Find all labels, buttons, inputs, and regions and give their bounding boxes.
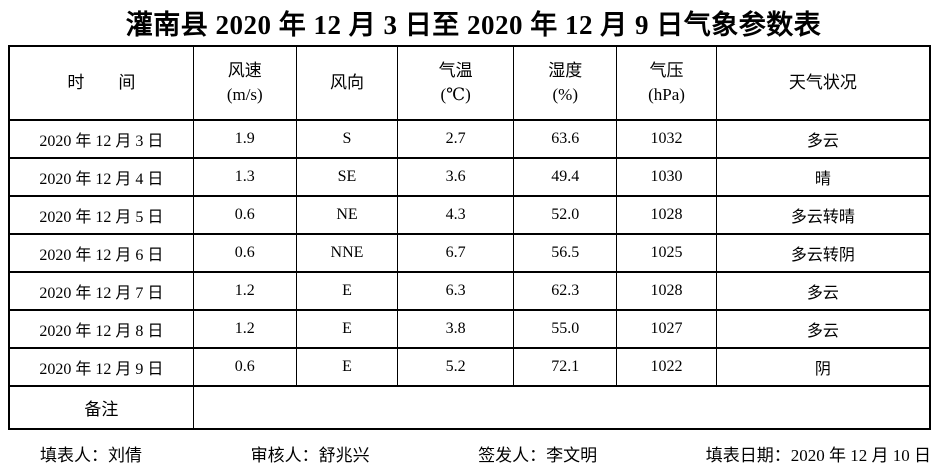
header-humidity: 湿度 (%) bbox=[513, 45, 618, 121]
cell-wind-direction: E bbox=[295, 309, 399, 349]
cell-temperature: 3.6 bbox=[397, 157, 515, 197]
cell-humidity: 55.0 bbox=[513, 309, 618, 349]
fill-date-value: 2020 年 12 月 10 日 bbox=[790, 446, 931, 465]
issuer: 签发人：李文明 bbox=[478, 441, 597, 466]
table-row: 2020 年 12 月 3 日 1.9 S 2.7 63.6 1032 多云 bbox=[8, 119, 931, 159]
cell-wind-direction: E bbox=[295, 347, 399, 387]
cell-temperature: 6.7 bbox=[397, 233, 515, 273]
cell-humidity: 56.5 bbox=[513, 233, 618, 273]
table-row: 2020 年 12 月 4 日 1.3 SE 3.6 49.4 1030 晴 bbox=[8, 157, 931, 197]
cell-temperature: 6.3 bbox=[397, 271, 515, 311]
header-wind-direction-label: 风向 bbox=[329, 73, 364, 92]
header-temperature: 气温 (℃) bbox=[397, 45, 515, 121]
cell-date: 2020 年 12 月 3 日 bbox=[8, 119, 194, 159]
header-weather-condition: 天气状况 bbox=[715, 45, 931, 121]
cell-temperature: 4.3 bbox=[397, 195, 515, 235]
cell-wind-speed: 1.3 bbox=[192, 157, 297, 197]
cell-wind-direction: E bbox=[295, 271, 399, 311]
header-pressure: 气压 (hPa) bbox=[616, 45, 717, 121]
fill-date-label: 填表日期： bbox=[705, 446, 791, 465]
cell-weather: 多云转阴 bbox=[715, 233, 931, 273]
remarks-label: 备注 bbox=[8, 385, 194, 430]
cell-wind-speed: 1.2 bbox=[192, 271, 297, 311]
page-title: 灌南县 2020 年 12 月 3 日至 2020 年 12 月 9 日气象参数… bbox=[125, 10, 822, 40]
header-weather-condition-label: 天气状况 bbox=[788, 73, 857, 92]
table-row: 2020 年 12 月 5 日 0.6 NE 4.3 52.0 1028 多云转… bbox=[8, 195, 931, 235]
header-temperature-label: 气温 bbox=[438, 61, 473, 80]
header-time: 时 间 bbox=[8, 45, 194, 121]
cell-wind-speed: 0.6 bbox=[192, 195, 297, 235]
cell-wind-speed: 1.9 bbox=[192, 119, 297, 159]
cell-humidity: 63.6 bbox=[513, 119, 618, 159]
cell-humidity: 49.4 bbox=[513, 157, 618, 197]
cell-wind-direction: NE bbox=[295, 195, 399, 235]
cell-temperature: 3.8 bbox=[397, 309, 515, 349]
cell-wind-direction: S bbox=[295, 119, 399, 159]
table-row: 2020 年 12 月 7 日 1.2 E 6.3 62.3 1028 多云 bbox=[8, 271, 931, 311]
cell-date: 2020 年 12 月 6 日 bbox=[8, 233, 194, 273]
table-row: 2020 年 12 月 8 日 1.2 E 3.8 55.0 1027 多云 bbox=[8, 309, 931, 349]
form-filler-value: 刘倩 bbox=[108, 446, 142, 465]
cell-date: 2020 年 12 月 5 日 bbox=[8, 195, 194, 235]
fill-date: 填表日期：2020 年 12 月 10 日 bbox=[706, 441, 931, 466]
header-wind-speed: 风速 (m/s) bbox=[192, 45, 297, 121]
header-humidity-unit: (%) bbox=[552, 85, 578, 104]
issuer-value: 李文明 bbox=[546, 446, 598, 465]
weather-parameters-table: 时 间 风速 (m/s) 风向 气温 (℃) 湿度 (%) bbox=[8, 45, 931, 430]
cell-wind-speed: 1.2 bbox=[192, 309, 297, 349]
header-temperature-unit: (℃) bbox=[440, 85, 471, 104]
header-pressure-label: 气压 bbox=[649, 61, 684, 80]
cell-pressure: 1028 bbox=[616, 271, 717, 311]
header-wind-speed-unit: (m/s) bbox=[226, 85, 263, 104]
signature-footer: 填表人：刘倩 审核人：舒兆兴 签发人：李文明 填表日期：2020 年 12 月 … bbox=[0, 430, 947, 466]
reviewer-value: 舒兆兴 bbox=[318, 446, 370, 465]
reviewer-label: 审核人： bbox=[250, 446, 319, 465]
cell-humidity: 52.0 bbox=[513, 195, 618, 235]
cell-date: 2020 年 12 月 4 日 bbox=[8, 157, 194, 197]
cell-humidity: 72.1 bbox=[513, 347, 618, 387]
remarks-value bbox=[192, 385, 931, 430]
form-filler-label: 填表人： bbox=[40, 446, 108, 465]
cell-wind-direction: NNE bbox=[295, 233, 399, 273]
cell-weather: 多云转晴 bbox=[715, 195, 931, 235]
cell-humidity: 62.3 bbox=[513, 271, 618, 311]
cell-date: 2020 年 12 月 8 日 bbox=[8, 309, 194, 349]
cell-temperature: 5.2 bbox=[397, 347, 515, 387]
cell-weather: 阴 bbox=[715, 347, 931, 387]
issuer-label: 签发人： bbox=[478, 446, 547, 465]
remarks-row: 备注 bbox=[8, 385, 931, 430]
table-row: 2020 年 12 月 6 日 0.6 NNE 6.7 56.5 1025 多云… bbox=[8, 233, 931, 273]
header-humidity-label: 湿度 bbox=[548, 61, 583, 80]
header-wind-speed-label: 风速 bbox=[227, 61, 262, 80]
reviewer: 审核人：舒兆兴 bbox=[251, 441, 370, 466]
cell-weather: 晴 bbox=[715, 157, 931, 197]
cell-date: 2020 年 12 月 9 日 bbox=[8, 347, 194, 387]
cell-wind-speed: 0.6 bbox=[192, 347, 297, 387]
cell-temperature: 2.7 bbox=[397, 119, 515, 159]
cell-pressure: 1030 bbox=[616, 157, 717, 197]
cell-wind-direction: SE bbox=[295, 157, 399, 197]
cell-weather: 多云 bbox=[715, 119, 931, 159]
cell-pressure: 1025 bbox=[616, 233, 717, 273]
cell-pressure: 1022 bbox=[616, 347, 717, 387]
cell-date: 2020 年 12 月 7 日 bbox=[8, 271, 194, 311]
header-row: 时 间 风速 (m/s) 风向 气温 (℃) 湿度 (%) bbox=[8, 45, 931, 121]
cell-pressure: 1027 bbox=[616, 309, 717, 349]
form-filler: 填表人：刘倩 bbox=[40, 441, 142, 466]
cell-pressure: 1032 bbox=[616, 119, 717, 159]
table-row: 2020 年 12 月 9 日 0.6 E 5.2 72.1 1022 阴 bbox=[8, 347, 931, 387]
cell-pressure: 1028 bbox=[616, 195, 717, 235]
header-pressure-unit: (hPa) bbox=[648, 85, 685, 104]
header-wind-direction: 风向 bbox=[295, 45, 399, 121]
cell-wind-speed: 0.6 bbox=[192, 233, 297, 273]
cell-weather: 多云 bbox=[715, 309, 931, 349]
cell-weather: 多云 bbox=[715, 271, 931, 311]
header-time-label: 时 间 bbox=[67, 73, 136, 92]
